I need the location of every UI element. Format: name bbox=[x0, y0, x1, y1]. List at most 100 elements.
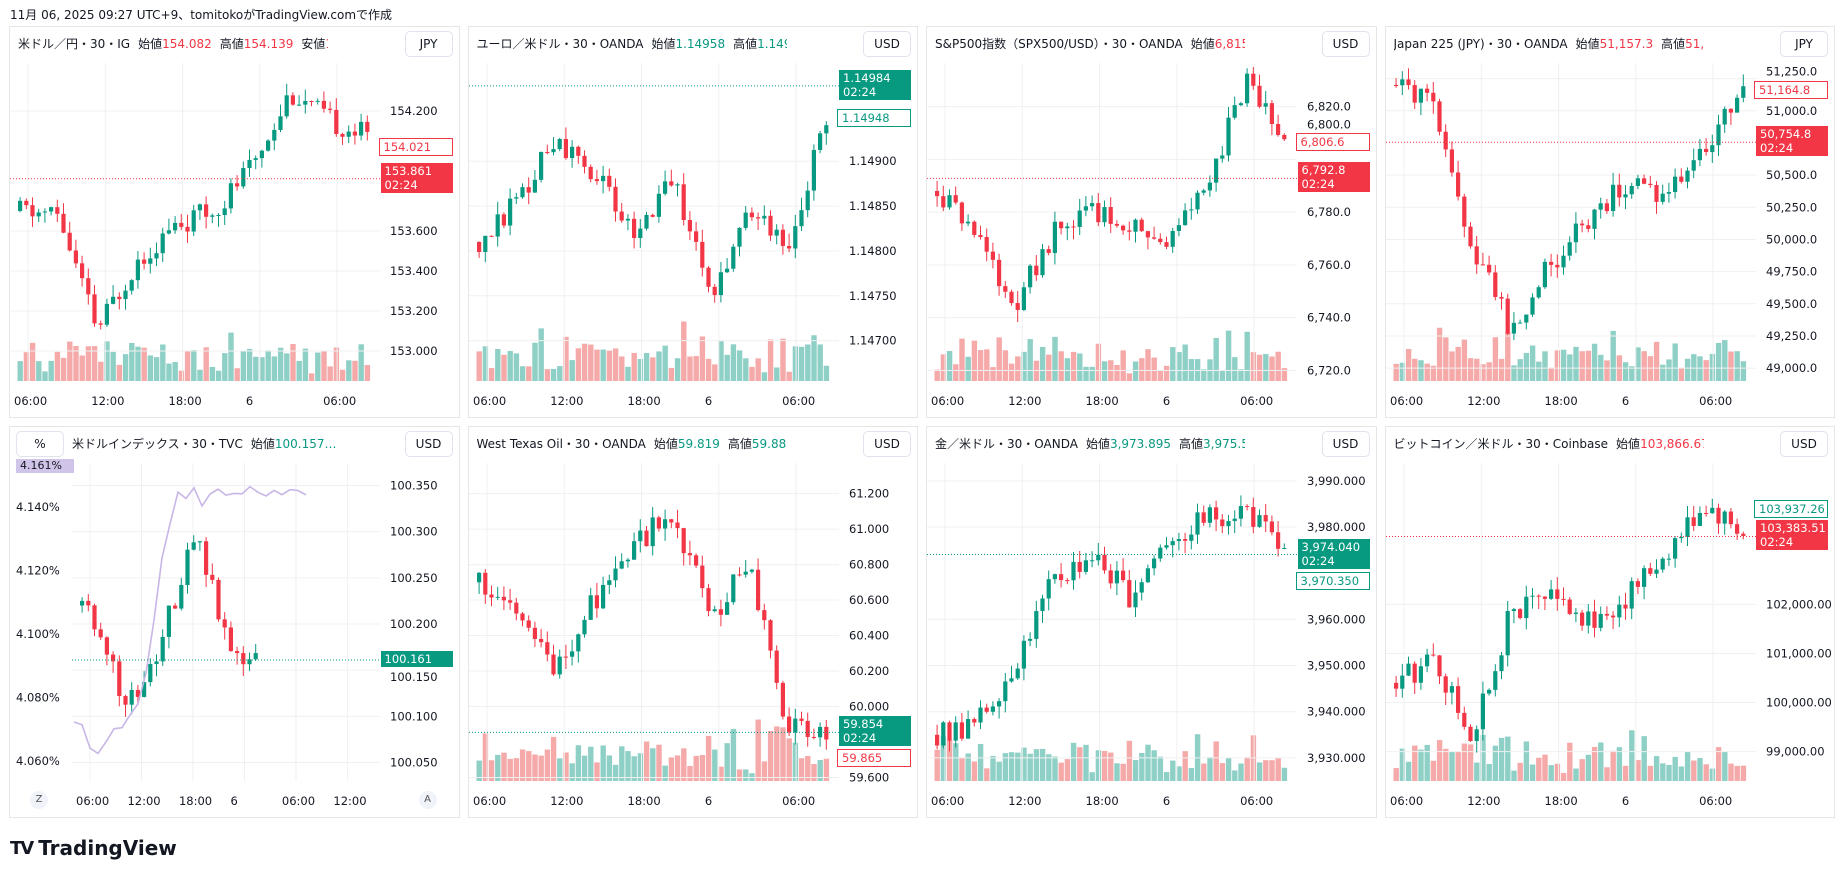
volume-bar bbox=[971, 761, 978, 781]
volume-bar bbox=[1077, 747, 1083, 781]
badge-price: 59.865 bbox=[842, 751, 883, 766]
candle-body bbox=[1486, 264, 1491, 273]
candle-body bbox=[1071, 561, 1076, 581]
chart-panel[interactable]: S&P500指数（SPX500/USD）・30・OANDA始値6,815.2高値… bbox=[926, 26, 1377, 418]
candle-body bbox=[792, 718, 797, 733]
candlestick-chart[interactable]: 100.350 100.300 100.250 100.200 100.150 100.1… bbox=[10, 427, 460, 817]
price-axis-label: 3,940.000 bbox=[1307, 705, 1366, 719]
chart-panel[interactable]: Japan 225 (JPY)・30・OANDA始値51,157.3高値51,2… bbox=[1384, 26, 1836, 418]
candle-body bbox=[1220, 155, 1225, 159]
volume-bar bbox=[946, 351, 953, 381]
candlestick-chart[interactable]: 102,000.00 101,000.00 100,000.00 99,000.00 0… bbox=[1385, 427, 1836, 817]
currency-button[interactable]: USD bbox=[1321, 31, 1370, 57]
volume-bar bbox=[1256, 762, 1263, 781]
candle-body bbox=[1591, 209, 1597, 229]
candle-body bbox=[1666, 192, 1671, 194]
volume-bar bbox=[662, 765, 668, 781]
volume-bar bbox=[755, 719, 761, 781]
candle-body bbox=[495, 596, 500, 598]
candle-body bbox=[1145, 231, 1150, 238]
currency-button[interactable]: USD bbox=[863, 431, 911, 457]
volume-bar bbox=[1188, 768, 1195, 781]
candle-body bbox=[687, 553, 692, 556]
candle-body bbox=[30, 205, 35, 217]
symbol-legend[interactable]: 金／米ドル・30・OANDA始値3,973.895高値3,975.595安値… bbox=[935, 435, 1245, 452]
volume-bar bbox=[1126, 740, 1133, 781]
currency-button[interactable]: JPY bbox=[404, 31, 453, 57]
ohlc-label: 始値 bbox=[1190, 37, 1215, 51]
symbol-legend[interactable]: 米ドルインデックス・30・TVC 始値100.157… bbox=[72, 435, 337, 452]
currency-button[interactable]: USD bbox=[404, 431, 453, 457]
volume-bar bbox=[662, 345, 668, 381]
symbol-legend[interactable]: ユーロ／米ドル・30・OANDA始値1.14958高値1.14988安値… bbox=[476, 35, 787, 52]
currency-button[interactable]: USD bbox=[863, 31, 911, 57]
price-axis-label: 49,500.0 bbox=[1766, 297, 1817, 311]
time-axis-label: 12:00 bbox=[1467, 394, 1500, 408]
candle-body bbox=[966, 221, 971, 224]
candle-body bbox=[1412, 663, 1417, 683]
volume-bar bbox=[1163, 771, 1170, 781]
volume-bar bbox=[817, 760, 823, 781]
candle-body bbox=[191, 542, 196, 550]
candle-body bbox=[253, 653, 258, 660]
candle-body bbox=[173, 605, 178, 609]
volume-bar bbox=[1665, 359, 1672, 381]
chart-panel[interactable]: West Texas Oil・30・OANDA始値59.819高値59.880安… bbox=[467, 426, 919, 818]
volume-bar bbox=[1170, 760, 1176, 781]
currency-button[interactable]: USD bbox=[1780, 431, 1828, 457]
candle-body bbox=[1214, 158, 1219, 183]
candle-body bbox=[681, 528, 686, 554]
volume-bar bbox=[1634, 760, 1641, 781]
left-scale-unit-button[interactable]: % bbox=[16, 431, 64, 457]
symbol-legend[interactable]: ビットコイン／米ドル・30・Coinbase始値103,866.67高値… bbox=[1393, 435, 1704, 452]
candle-body bbox=[1176, 225, 1181, 231]
candlestick-chart[interactable]: 1.14900 1.14850 1.14800 1.14750 1.14700 06:00… bbox=[468, 27, 919, 417]
candlestick-chart[interactable]: 6,820.0 6,800.0 6,780.0 6,760.0 6,740.0 6,720… bbox=[927, 27, 1377, 417]
volume-bar bbox=[1101, 750, 1108, 781]
auto-scale-left-button[interactable]: Z bbox=[30, 791, 48, 809]
candle-body bbox=[767, 620, 773, 651]
symbol-legend[interactable]: Japan 225 (JPY)・30・OANDA 始値51,157.3 高値51,2… bbox=[1393, 35, 1704, 52]
volume-bar bbox=[779, 727, 786, 781]
volume-bar bbox=[1108, 752, 1114, 781]
volume-bar bbox=[240, 350, 247, 381]
candle-body bbox=[1461, 196, 1466, 227]
price-axis-label: 101,000.00 bbox=[1766, 646, 1832, 660]
chart-panel[interactable]: 米ドル／円・30・IG始値154.082高値154.139安値153.853終値… bbox=[9, 26, 460, 418]
auto-scale-button[interactable]: A bbox=[418, 791, 437, 809]
volume-bar bbox=[1002, 350, 1009, 381]
volume-bar bbox=[655, 351, 662, 381]
symbol-legend[interactable]: S&P500指数（SPX500/USD）・30・OANDA始値6,815.2高値… bbox=[935, 35, 1245, 52]
volume-bar bbox=[1232, 770, 1238, 781]
candlestick-chart[interactable]: 51,250.0 51,000.0 50,500.0 50,250.0 50,000.0… bbox=[1385, 27, 1836, 417]
candlestick-chart[interactable]: 61.200 61.000 60.800 60.600 60.400 60.200 60.0… bbox=[468, 427, 919, 817]
symbol-legend[interactable]: 米ドル／円・30・IG始値154.082高値154.139安値153.853終値… bbox=[18, 35, 328, 52]
volume-bar bbox=[500, 354, 507, 381]
chart-panel[interactable]: 米ドルインデックス・30・TVC 始値100.157… USD% 100.350 100… bbox=[9, 426, 460, 818]
candlestick-chart[interactable]: 154.200 153.600 153.400 153.200 153.000 06:00… bbox=[10, 27, 460, 417]
candle-body bbox=[656, 193, 661, 217]
tradingview-logo[interactable]: TV TradingView bbox=[10, 836, 177, 860]
candle-body bbox=[662, 181, 667, 194]
currency-button[interactable]: USD bbox=[1321, 431, 1370, 457]
ohlc-value: 154.082 bbox=[162, 37, 212, 51]
volume-bar bbox=[1647, 765, 1653, 781]
candle-body bbox=[1102, 207, 1107, 223]
symbol-legend[interactable]: West Texas Oil・30・OANDA始値59.819高値59.880安… bbox=[476, 435, 787, 452]
candle-body bbox=[1083, 560, 1088, 572]
volume-bar bbox=[1579, 351, 1585, 381]
volume-bar bbox=[686, 356, 693, 381]
candlestick-chart[interactable]: 3,990.000 3,980.000 3,960.000 3,950.000 3,94… bbox=[927, 427, 1377, 817]
candle-body bbox=[253, 158, 258, 160]
currency-button[interactable]: JPY bbox=[1780, 31, 1828, 57]
volume-bar bbox=[705, 735, 711, 781]
volume-bar bbox=[1114, 763, 1120, 781]
prev-close-badge: 154.021 bbox=[378, 137, 453, 156]
time-axis-label: 6 bbox=[1621, 794, 1628, 808]
candle-body bbox=[482, 235, 487, 253]
candle-body bbox=[247, 159, 252, 169]
time-axis-label: 06:00 bbox=[1240, 794, 1273, 808]
